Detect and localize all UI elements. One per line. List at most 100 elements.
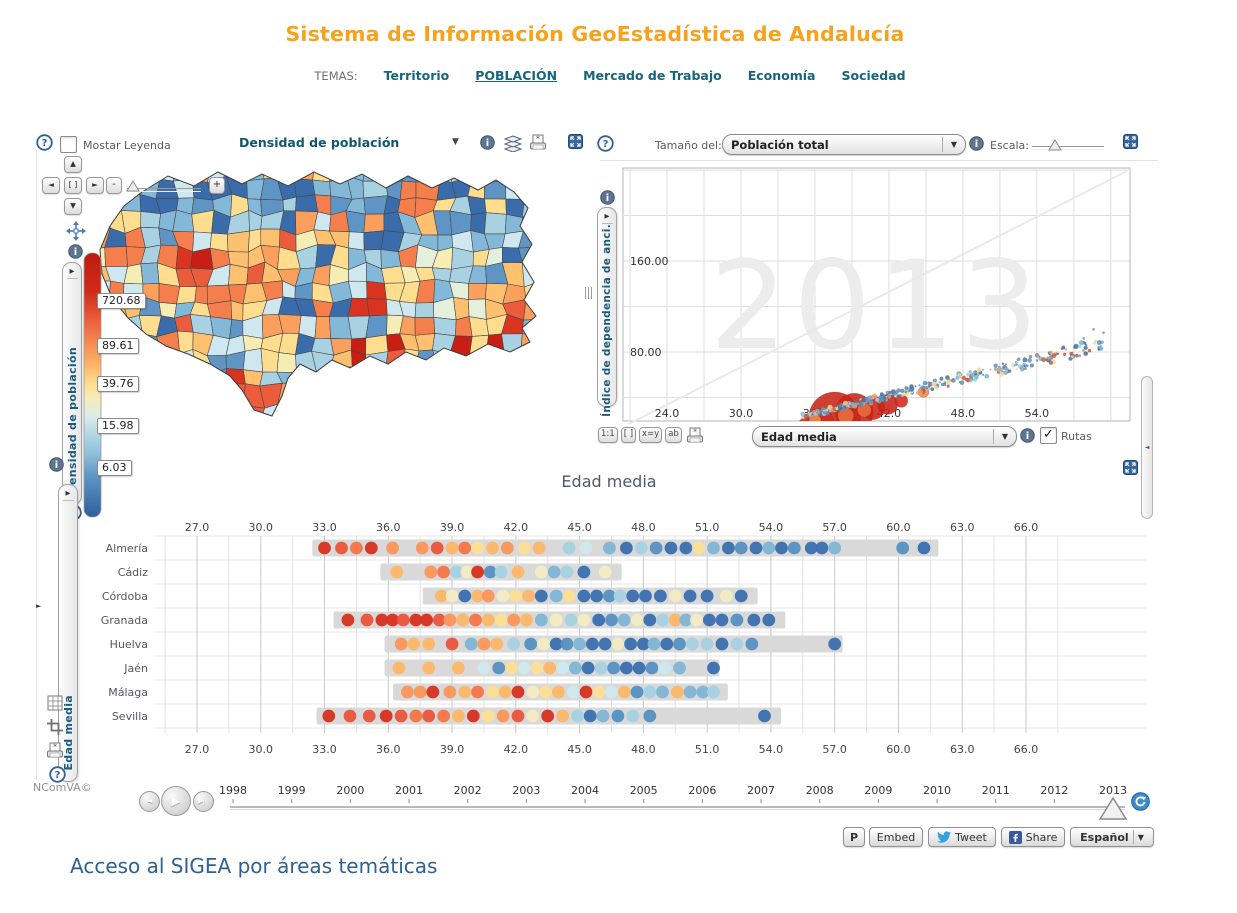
- map-layers-icon[interactable]: [503, 135, 523, 153]
- language-select[interactable]: Español ▼: [1070, 827, 1154, 847]
- pan-left-button[interactable]: ◄: [42, 177, 60, 194]
- pan-right-button[interactable]: ►: [86, 177, 104, 194]
- dot-plot-chart[interactable]: 27.0 27.0 30.0 30.0 33.0 33.0 36.0 36.0 39.0 39.0…: [35, 518, 1160, 760]
- scatter-tool--button[interactable]: [ ]: [620, 427, 637, 443]
- legend-value-0[interactable]: 720.68: [97, 293, 146, 309]
- vendor-credit: NComVA©: [33, 781, 92, 794]
- map-side-tab-label: Densidad de población: [65, 346, 79, 494]
- scale-slider-track[interactable]: [1032, 146, 1104, 150]
- svg-text:36.0: 36.0: [376, 743, 401, 756]
- map-help2-icon[interactable]: ?: [597, 135, 614, 152]
- crop-icon[interactable]: [47, 719, 63, 735]
- collapse-left-arrow-icon[interactable]: ►: [36, 602, 42, 610]
- tab-open-icon[interactable]: ▶: [69, 267, 75, 275]
- pan-down-button[interactable]: ▼: [64, 198, 82, 215]
- zoom-in-button[interactable]: +: [209, 177, 225, 194]
- map-indicator-dropdown-icon[interactable]: ▼: [452, 137, 459, 147]
- choropleth-map-andalucia[interactable]: [90, 162, 545, 424]
- panel-splitter-handle[interactable]: [585, 287, 592, 299]
- pan-up-button[interactable]: ▲: [64, 156, 82, 173]
- svg-text:54.0: 54.0: [759, 521, 784, 534]
- show-legend-checkbox[interactable]: [60, 136, 77, 153]
- bottom-chart-fullscreen-icon[interactable]: [1123, 460, 1138, 475]
- svg-text:2012: 2012: [1040, 784, 1068, 797]
- bottom-side-tab[interactable]: ▶ Edad media: [58, 484, 78, 782]
- scatter-tool-xy-button[interactable]: x=y: [639, 427, 663, 443]
- y-axis-side-tab[interactable]: ▶ Índice de dependencia de anci.: [597, 207, 617, 417]
- svg-text:30.0: 30.0: [249, 743, 274, 756]
- themes-nav: TEMAS: Territorio POBLACIÓN Mercado de Tra…: [0, 68, 1220, 83]
- nav-item-2[interactable]: Mercado de Trabajo: [583, 68, 722, 83]
- step-forward-button[interactable]: ▶▏: [193, 791, 214, 812]
- button-label: Embed: [876, 830, 916, 844]
- svg-text:27.0: 27.0: [185, 743, 210, 756]
- scale-slider-thumb[interactable]: [1048, 139, 1062, 151]
- timeline-slider[interactable]: 1998 1999 2000 2001 2002 2003 2004 2005 2006 2007…: [220, 780, 1135, 822]
- scatter-print-icon[interactable]: *: [686, 427, 704, 444]
- legend-value-3[interactable]: 15.98: [97, 418, 139, 434]
- map-print-icon[interactable]: *: [529, 134, 547, 151]
- svg-text:63.0: 63.0: [950, 521, 975, 534]
- svg-text:2001: 2001: [395, 784, 423, 797]
- table-view-icon[interactable]: [47, 695, 63, 711]
- step-back-button[interactable]: ◄: [139, 791, 160, 812]
- map-help-icon[interactable]: ?: [36, 134, 53, 151]
- svg-text:45.0: 45.0: [567, 743, 592, 756]
- bottom-info-icon[interactable]: i: [49, 457, 64, 472]
- size-by-select[interactable]: Población total ▼: [722, 134, 966, 155]
- sigea-access-link[interactable]: Acceso al SIGEA por áreas temáticas: [70, 854, 438, 878]
- scatter-header-divider: [600, 160, 1158, 161]
- scale-label: Escala:: [990, 139, 1029, 152]
- bottom-help-icon[interactable]: ?: [49, 766, 66, 783]
- zoom-slider-thumb[interactable]: [126, 180, 140, 192]
- map-indicator-select[interactable]: Densidad de población: [239, 135, 400, 150]
- svg-text:*: *: [693, 428, 697, 437]
- svg-text:i: i: [486, 138, 489, 149]
- map-info-icon[interactable]: i: [480, 135, 495, 150]
- size-info-icon[interactable]: i: [969, 136, 984, 151]
- scatter-tool-ab-button[interactable]: ab: [665, 427, 682, 443]
- timeline-reset-icon[interactable]: [1131, 792, 1150, 811]
- svg-text:36.0: 36.0: [376, 521, 401, 534]
- routes-info-icon[interactable]: i: [1020, 428, 1035, 443]
- svg-text:2005: 2005: [630, 784, 658, 797]
- language-value: Español: [1080, 830, 1129, 844]
- facebook-icon: [1008, 830, 1022, 844]
- scatter-tool-11-button[interactable]: 1:1: [598, 427, 618, 443]
- nav-item-1[interactable]: POBLACIÓN: [475, 68, 558, 83]
- svg-text:160.00: 160.00: [630, 255, 669, 268]
- zoom-out-button[interactable]: -: [106, 177, 122, 194]
- svg-text:27.0: 27.0: [185, 521, 210, 534]
- legend-value-1[interactable]: 89.61: [97, 338, 139, 354]
- zoom-slider-track[interactable]: [127, 188, 201, 192]
- map-side-tab[interactable]: ▶ Densidad de población: [62, 262, 82, 505]
- nav-item-3[interactable]: Economía: [747, 68, 816, 83]
- map-move-icon[interactable]: [66, 221, 86, 241]
- share-button[interactable]: Share: [1001, 827, 1065, 847]
- nav-item-0[interactable]: Territorio: [383, 68, 450, 83]
- x-axis-select[interactable]: Edad media ▼: [752, 426, 1017, 447]
- pan-center-button[interactable]: [ ]: [64, 177, 82, 194]
- svg-text:2013: 2013: [710, 235, 1044, 377]
- y-axis-info-icon[interactable]: i: [600, 190, 615, 205]
- tweet-button[interactable]: Tweet: [928, 827, 996, 847]
- svg-text:2002: 2002: [454, 784, 482, 797]
- right-scrollbar[interactable]: ◄: [1141, 376, 1153, 519]
- routes-checkbox[interactable]: ✓: [1040, 427, 1057, 444]
- tab-open-icon[interactable]: ▶: [604, 212, 610, 220]
- tab-open-icon[interactable]: ▶: [65, 489, 71, 497]
- play-button[interactable]: ▶: [161, 786, 191, 816]
- legend-info-icon[interactable]: i: [68, 244, 83, 259]
- p-button[interactable]: P: [843, 827, 865, 847]
- embed-button[interactable]: Embed: [869, 827, 923, 847]
- scatter-fullscreen-icon[interactable]: [1123, 134, 1138, 149]
- bottom-print-icon[interactable]: *: [46, 742, 64, 759]
- svg-text:2009: 2009: [864, 784, 892, 797]
- legend-value-2[interactable]: 39.76: [97, 376, 139, 392]
- nav-item-4[interactable]: Sociedad: [841, 68, 906, 83]
- twitter-icon: [937, 831, 952, 843]
- legend-value-4[interactable]: 6.03: [97, 460, 132, 476]
- map-fullscreen-icon[interactable]: [568, 134, 583, 149]
